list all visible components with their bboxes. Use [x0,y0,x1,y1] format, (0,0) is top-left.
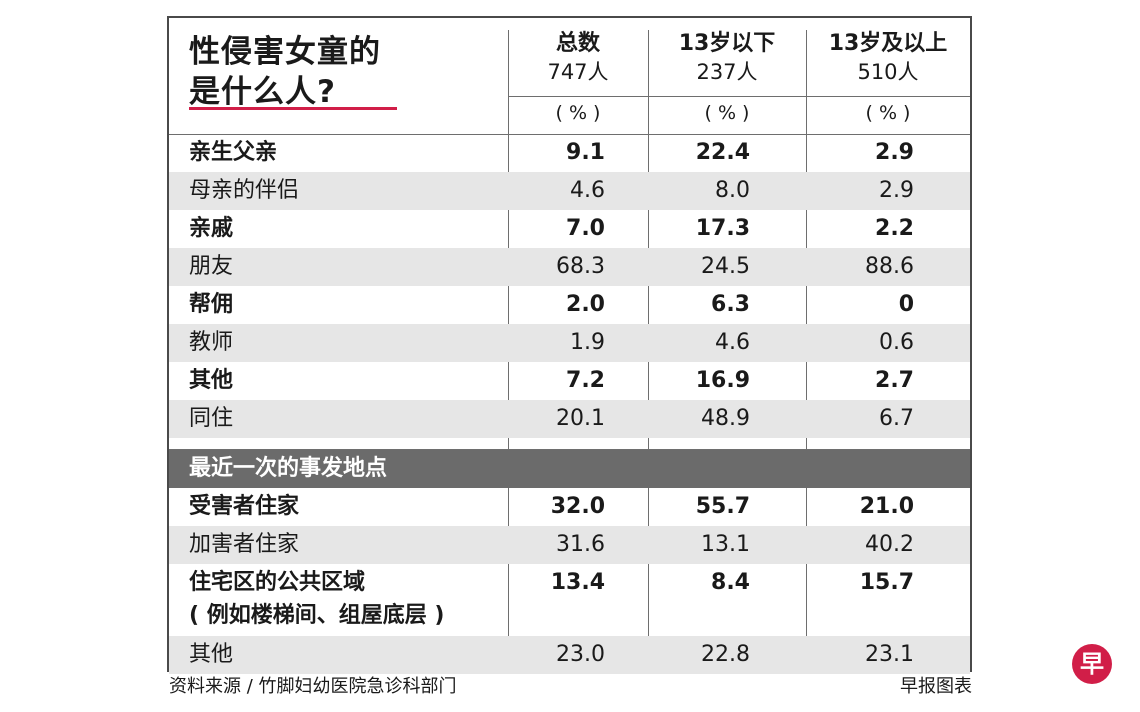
header-divider [508,96,970,97]
publisher-logo: 早 [1072,644,1112,684]
data-value: 16.9 [695,368,750,393]
data-value: 32.0 [550,494,605,519]
header-rule [169,134,970,135]
data-value: 23.0 [556,642,605,667]
data-value: 40.2 [865,532,914,557]
row-label: 母亲的伴侣 [189,178,300,203]
row-label: 亲生父亲 [189,140,278,165]
data-value: 15.7 [859,570,914,595]
data-value: 2.9 [875,140,914,165]
data-value: 55.7 [695,494,750,519]
data-value: 22.8 [701,642,750,667]
table-row: 亲生父亲 9.1 22.4 2.9 [169,134,970,172]
column-header: 总数 747人 [508,30,648,86]
column-unit: ( % ) [865,102,911,124]
data-table: 性侵害女童的 是什么人? 总数 747人 ( % ) 13岁以下 237人 ( % ) 13… [167,16,972,674]
row-label: 其他 [189,368,234,393]
data-value: 68.3 [556,254,605,279]
data-value: 24.5 [701,254,750,279]
row-label: 朋友 [189,254,234,279]
table-row: 帮佣 2.0 6.3 0 [169,286,970,324]
row-label: 同住 [189,406,234,431]
table-row: 其他 23.0 22.8 23.1 [169,636,970,674]
column-unit: ( % ) [704,102,750,124]
section-title: 最近一次的事发地点 [189,456,388,481]
data-value: 48.9 [701,406,750,431]
table-row: 受害者住家 32.0 55.7 21.0 [169,488,970,526]
table-row: 住宅区的公共区域 ( 例如楼梯间、组屋底层 ) 13.4 8.4 15.7 [169,564,970,636]
data-value: 6.3 [711,292,750,317]
row-label: 其他 [189,642,234,667]
row-label-note: ( 例如楼梯间、组屋底层 ) [189,603,445,628]
title-line-2: 是什么人? [189,74,336,110]
chart-title: 性侵害女童的 是什么人? [189,32,381,112]
source-note: 资料来源 / 竹脚妇幼医院急诊科部门 [169,676,457,697]
data-value: 21.0 [859,494,914,519]
data-value: 2.9 [879,178,914,203]
data-value: 8.0 [715,178,750,203]
data-value: 4.6 [570,178,605,203]
data-value: 1.9 [570,330,605,355]
data-value: 2.0 [566,292,605,317]
row-label: 亲戚 [189,216,234,241]
data-value: 8.4 [711,570,750,595]
data-value: 2.7 [875,368,914,393]
table-row: 其他 7.2 16.9 2.7 [169,362,970,400]
data-value: 7.0 [566,216,605,241]
chart-credit: 早报图表 [900,676,972,697]
title-underline [189,107,397,110]
title-line-1: 性侵害女童的 [189,34,381,70]
table-row: 同住 20.1 48.9 6.7 [169,400,970,438]
column-count: 237人 [696,60,758,84]
column-count: 510人 [857,60,919,84]
data-value: 22.4 [695,140,750,165]
table-row: 母亲的伴侣 4.6 8.0 2.9 [169,172,970,210]
data-value: 13.4 [550,570,605,595]
row-label: 教师 [189,330,234,355]
column-header: 13岁以下 237人 [648,30,806,86]
data-value: 17.3 [695,216,750,241]
data-value: 20.1 [556,406,605,431]
column-header: 13岁及以上 510人 [806,30,970,86]
table-row: 加害者住家 31.6 13.1 40.2 [169,526,970,564]
data-value: 0 [898,292,914,317]
data-value: 7.2 [566,368,605,393]
data-value: 2.2 [875,216,914,241]
section-header: 最近一次的事发地点 [169,450,970,488]
column-title: 13岁以下 [678,31,776,56]
table-row: 亲戚 7.0 17.3 2.2 [169,210,970,248]
data-value: 0.6 [879,330,914,355]
row-label: 帮佣 [189,292,234,317]
column-count: 747人 [547,60,609,84]
row-label: 加害者住家 [189,532,300,557]
data-value: 31.6 [556,532,605,557]
table-row: 朋友 68.3 24.5 88.6 [169,248,970,286]
data-value: 4.6 [715,330,750,355]
table-row: 教师 1.9 4.6 0.6 [169,324,970,362]
data-value: 88.6 [865,254,914,279]
data-value: 9.1 [566,140,605,165]
data-value: 13.1 [701,532,750,557]
column-title: 13岁及以上 [828,31,948,56]
data-value: 6.7 [879,406,914,431]
data-value: 23.1 [865,642,914,667]
section-gap-rule [169,449,970,450]
column-unit: ( % ) [555,102,601,124]
row-label: 受害者住家 [189,494,300,519]
column-title: 总数 [555,31,600,56]
row-label: 住宅区的公共区域 [189,570,366,595]
